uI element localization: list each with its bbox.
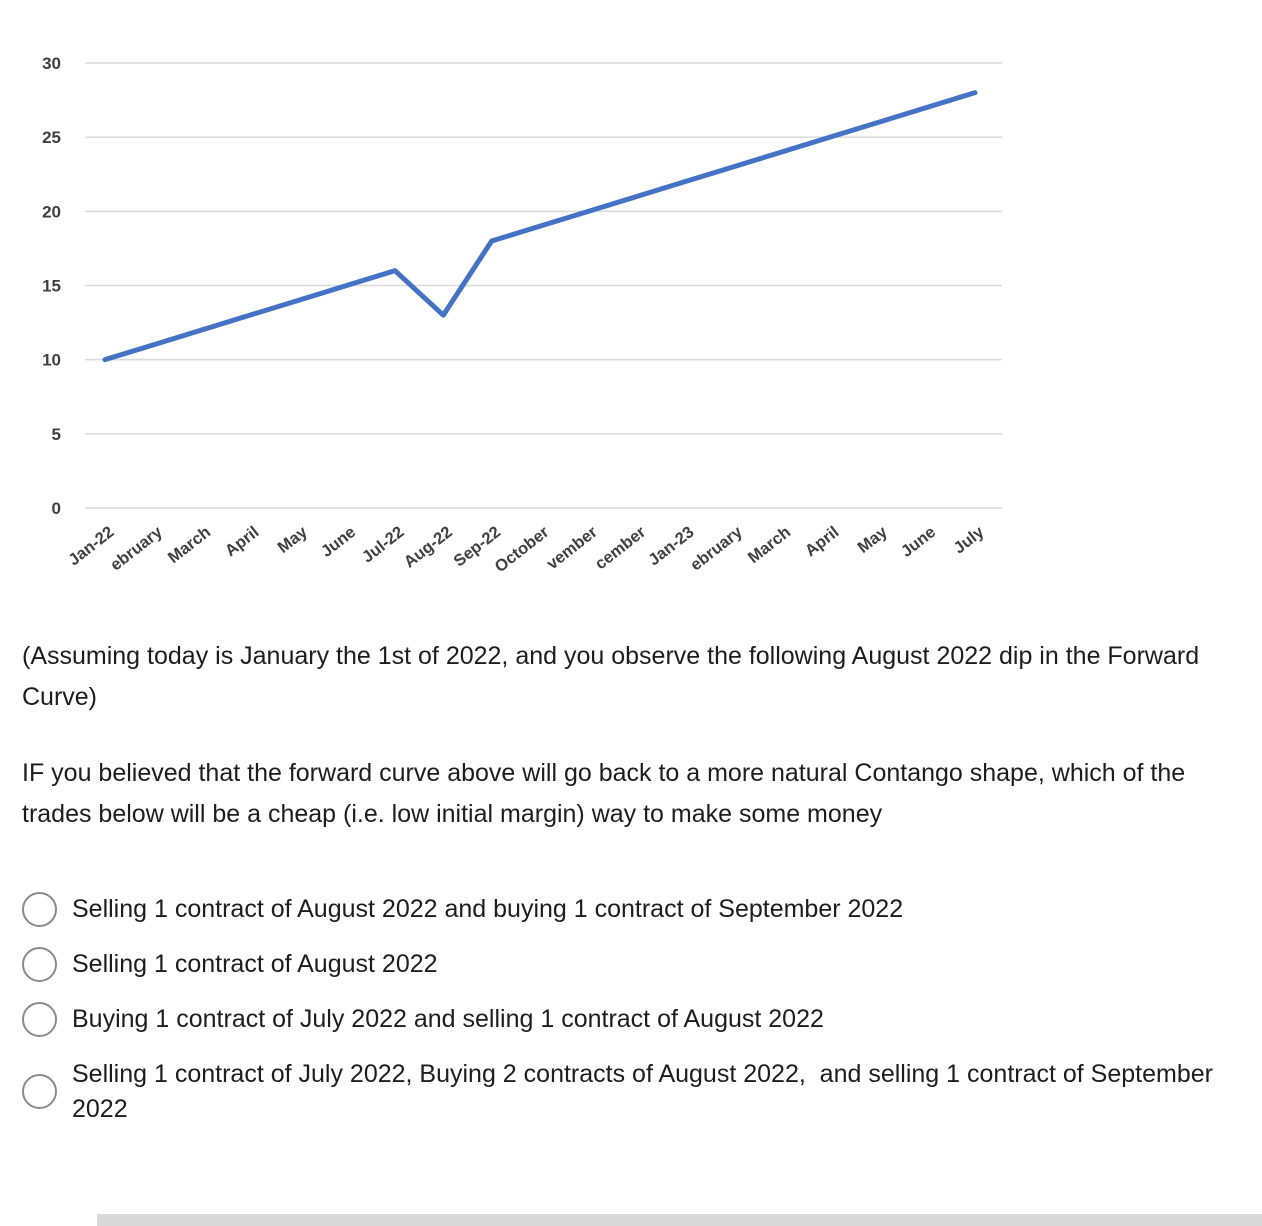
svg-text:0: 0 (52, 499, 61, 518)
bottom-divider (97, 1214, 1262, 1226)
question-content: (Assuming today is January the 1st of 20… (0, 608, 1262, 1126)
svg-text:ebruary: ebruary (687, 522, 746, 574)
svg-text:April: April (802, 523, 843, 560)
quiz-question-page: 0 5 10 15 20 25 30 Jan-22 ebruary March April May Ju… (0, 8, 1262, 1226)
radio-button[interactable] (22, 1002, 57, 1037)
answer-option[interactable]: Buying 1 contract of July 2022 and selli… (22, 1002, 1236, 1037)
svg-text:July: July (950, 522, 988, 557)
radio-button[interactable] (22, 1074, 57, 1109)
forward-curve-chart-container: 0 5 10 15 20 25 30 Jan-22 ebruary March April May Ju… (0, 8, 1020, 608)
svg-text:10: 10 (42, 351, 61, 370)
question-context: (Assuming today is January the 1st of 20… (22, 642, 1200, 711)
svg-text:May: May (274, 522, 311, 556)
svg-text:20: 20 (42, 202, 61, 221)
option-label: Selling 1 contract of August 2022 (72, 950, 438, 979)
answer-options: Selling 1 contract of August 2022 and bu… (22, 892, 1236, 1126)
option-label: Selling 1 contract of August 2022 and bu… (72, 895, 904, 924)
svg-text:October: October (492, 523, 553, 576)
svg-text:vember: vember (543, 523, 601, 574)
svg-text:June: June (898, 523, 939, 561)
option-label: Selling 1 contract of July 2022, Buying … (72, 1060, 1220, 1123)
svg-text:ebruary: ebruary (107, 522, 166, 574)
radio-button[interactable] (22, 947, 57, 982)
svg-text:30: 30 (42, 54, 61, 73)
svg-text:June: June (318, 523, 359, 561)
answer-option[interactable]: Selling 1 contract of July 2022, Buying … (22, 1057, 1236, 1126)
radio-button[interactable] (22, 892, 57, 927)
svg-text:25: 25 (42, 128, 61, 147)
svg-text:Aug-22: Aug-22 (401, 523, 456, 572)
answer-option[interactable]: Selling 1 contract of August 2022 (22, 947, 1236, 982)
answer-option[interactable]: Selling 1 contract of August 2022 and bu… (22, 892, 1236, 927)
svg-text:March: March (745, 523, 794, 567)
svg-text:15: 15 (42, 277, 61, 296)
svg-text:March: March (165, 523, 214, 567)
option-label: Buying 1 contract of July 2022 and selli… (72, 1005, 824, 1034)
svg-text:Jul-22: Jul-22 (359, 523, 408, 567)
svg-text:April: April (222, 523, 263, 560)
svg-text:May: May (854, 522, 891, 556)
svg-text:5: 5 (52, 425, 61, 444)
question-prompt: IF you believed that the forward curve a… (22, 759, 1186, 828)
svg-text:cember: cember (592, 523, 650, 574)
